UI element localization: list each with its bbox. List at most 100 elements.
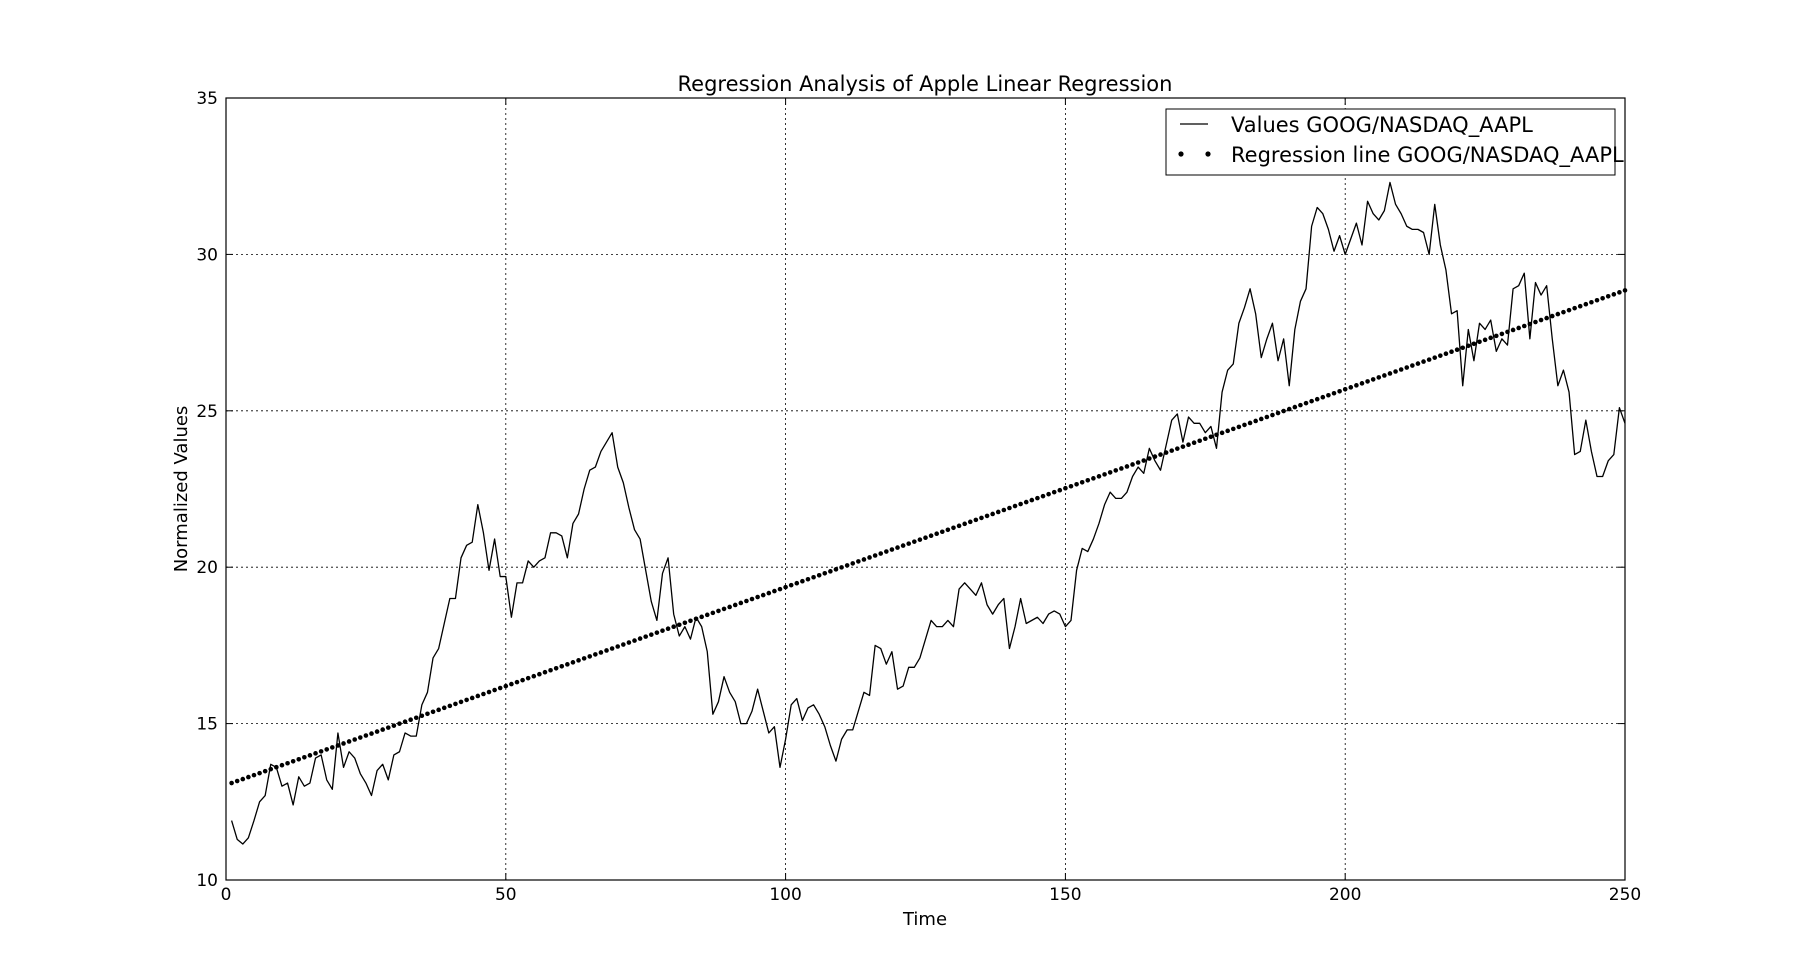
- regression-point: [1281, 408, 1286, 414]
- regression-point: [637, 636, 643, 641]
- regression-point: [1309, 398, 1314, 404]
- regression-point: [872, 553, 878, 558]
- regression-point: [447, 703, 453, 709]
- regression-point: [1415, 361, 1421, 366]
- regression-point: [1611, 292, 1617, 297]
- regression-point: [503, 683, 509, 689]
- regression-point: [856, 559, 861, 564]
- regression-point: [973, 517, 979, 523]
- regression-point: [531, 673, 537, 679]
- regression-point: [1124, 464, 1130, 469]
- regression-point: [1572, 305, 1577, 311]
- regression-point: [593, 652, 598, 657]
- regression-point: [1130, 462, 1135, 467]
- regression-point: [738, 600, 744, 606]
- regression-point: [1488, 335, 1493, 341]
- regression-point: [884, 549, 889, 554]
- regression-point: [1141, 458, 1147, 463]
- regression-point: [1096, 474, 1102, 479]
- regression-point: [956, 523, 962, 529]
- regression-point: [934, 531, 939, 537]
- regression-point: [1449, 349, 1454, 355]
- regression-point: [1348, 385, 1354, 390]
- regression-point: [548, 667, 553, 673]
- regression-point: [1085, 478, 1091, 483]
- regression-point: [1566, 307, 1572, 313]
- regression-point: [1303, 400, 1309, 406]
- regression-point: [1454, 347, 1460, 353]
- regression-point: [1398, 367, 1404, 372]
- regression-point: [1035, 495, 1040, 501]
- regression-point: [995, 509, 1001, 515]
- regression-point: [565, 662, 570, 667]
- regression-point: [251, 772, 257, 778]
- regression-point: [716, 608, 721, 614]
- regression-point: [693, 616, 699, 622]
- regression-point: [1270, 412, 1275, 418]
- regression-point: [525, 675, 531, 681]
- regression-point: [1404, 365, 1410, 370]
- regression-point: [274, 764, 279, 770]
- regression-point: [576, 658, 581, 663]
- regression-point: [1063, 485, 1068, 491]
- regression-point: [1046, 491, 1051, 497]
- regression-point: [794, 580, 800, 586]
- regression-point: [1191, 440, 1197, 446]
- regression-point: [1253, 418, 1258, 424]
- regression-point: [1605, 294, 1611, 299]
- regression-point: [553, 665, 559, 671]
- legend: Values GOOG/NASDAQ_AAPL Regression line …: [1165, 108, 1624, 176]
- regression-point: [296, 756, 302, 762]
- regression-point: [234, 778, 240, 784]
- y-tick-label: 35: [196, 89, 218, 109]
- regression-point: [598, 650, 604, 655]
- regression-point: [542, 669, 548, 675]
- regression-point: [486, 689, 492, 695]
- regression-point: [1521, 323, 1527, 329]
- regression-point: [777, 586, 783, 592]
- regression-point: [615, 644, 621, 649]
- regression-point: [749, 596, 755, 602]
- regression-point: [1018, 501, 1023, 507]
- regression-point: [962, 521, 967, 527]
- y-tick-label: 25: [196, 402, 218, 422]
- regression-point: [1510, 327, 1516, 333]
- plot-series: [229, 181, 1628, 845]
- regression-point: [257, 770, 262, 776]
- regression-point: [895, 545, 900, 550]
- regression-point: [889, 547, 895, 552]
- regression-point: [1549, 313, 1555, 319]
- regression-point: [1079, 479, 1085, 485]
- regression-point: [1247, 420, 1253, 426]
- regression-point: [1600, 295, 1605, 301]
- regression-point: [1051, 489, 1057, 495]
- regression-point: [850, 561, 856, 566]
- regression-point: [1314, 396, 1320, 402]
- regression-point: [262, 768, 268, 774]
- regression-point: [1113, 468, 1119, 473]
- regression-point: [917, 537, 923, 542]
- regression-point: [587, 654, 593, 659]
- regression-point: [867, 555, 872, 560]
- regression-point: [453, 701, 458, 707]
- regression-point: [1370, 377, 1376, 382]
- regression-point: [1421, 359, 1426, 364]
- regression-point: [676, 622, 682, 628]
- regression-point: [1583, 301, 1589, 307]
- regression-point: [1577, 303, 1583, 309]
- regression-point: [441, 705, 447, 711]
- regression-point: [654, 630, 660, 635]
- regression-point: [979, 515, 984, 521]
- regression-point: [1074, 481, 1079, 487]
- regression-point: [341, 741, 346, 746]
- y-tick-label: 10: [196, 871, 218, 891]
- regression-point: [290, 758, 296, 764]
- regression-point: [1387, 371, 1393, 376]
- regression-point: [1331, 390, 1337, 396]
- regression-point: [358, 735, 363, 740]
- regression-point: [1236, 424, 1242, 430]
- regression-point: [352, 737, 358, 742]
- regression-point: [1107, 470, 1113, 475]
- regression-point: [1460, 345, 1466, 351]
